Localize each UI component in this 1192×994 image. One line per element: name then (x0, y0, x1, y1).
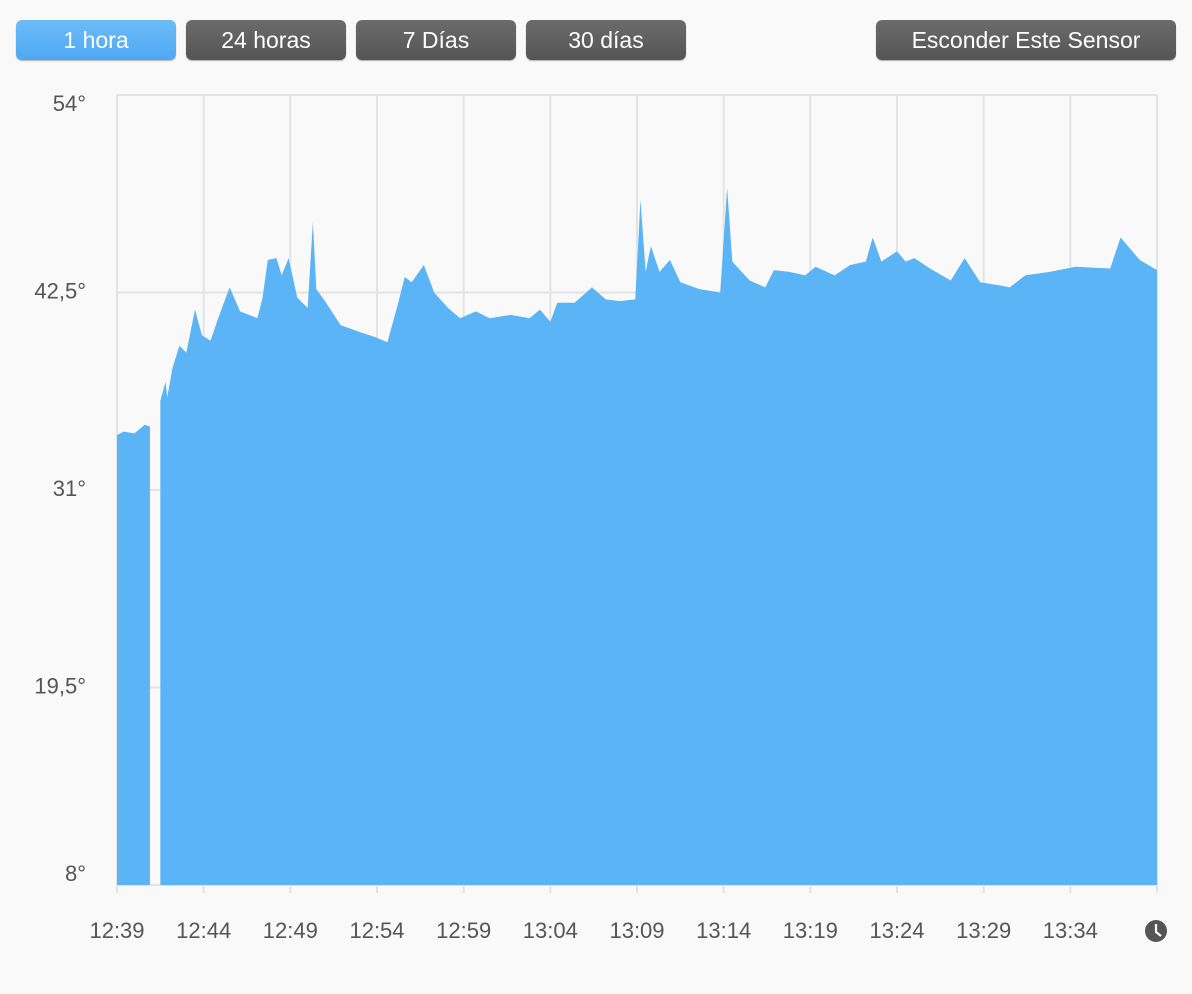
area (117, 187, 1157, 885)
x-tick-label: 12:59 (436, 918, 491, 943)
range-button[interactable]: 7 Días (356, 20, 516, 60)
y-tick-label: 8° (65, 861, 86, 886)
y-tick-label: 19,5° (34, 673, 86, 698)
x-tick-label: 12:49 (263, 918, 318, 943)
y-tick-label: 31° (53, 476, 86, 501)
hide-sensor-button[interactable]: Esconder Este Sensor (876, 20, 1176, 60)
x-tick-label: 13:29 (956, 918, 1011, 943)
x-tick-label: 13:24 (869, 918, 924, 943)
range-button[interactable]: 30 días (526, 20, 686, 60)
x-tick-label: 13:04 (523, 918, 578, 943)
x-tick-label: 13:19 (783, 918, 838, 943)
x-tick-label: 13:34 (1043, 918, 1098, 943)
x-tick-label: 13:09 (609, 918, 664, 943)
range-button[interactable]: 1 hora (16, 20, 176, 60)
x-tick-label: 12:39 (89, 918, 144, 943)
y-tick-label: 42,5° (34, 278, 86, 303)
x-tick-label: 12:54 (349, 918, 404, 943)
y-tick-label: 54° (53, 91, 86, 116)
clock-icon (1145, 920, 1167, 942)
range-button[interactable]: 24 horas (186, 20, 346, 60)
x-tick-label: 13:14 (696, 918, 751, 943)
x-tick-label: 12:44 (176, 918, 231, 943)
